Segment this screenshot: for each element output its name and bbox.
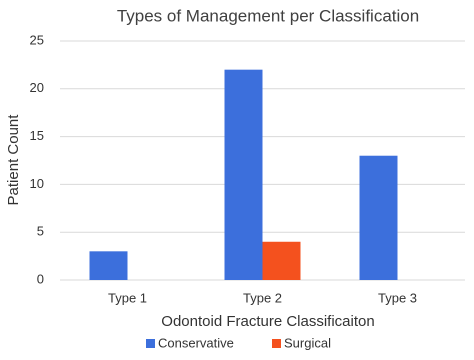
bar: [224, 69, 263, 281]
y-tick-label: 25: [30, 32, 44, 47]
y-tick-label: 10: [30, 176, 44, 191]
legend-label: Conservative: [158, 335, 234, 350]
y-tick-label: 5: [37, 224, 44, 239]
y-tick-label: 15: [30, 128, 44, 143]
bar: [359, 155, 398, 280]
x-tick-label: Type 1: [108, 290, 147, 305]
y-tick-label: 20: [30, 80, 44, 95]
legend-swatch: [272, 339, 281, 348]
chart-title: Types of Management per Classification: [117, 6, 419, 25]
legend-label: Surgical: [284, 335, 331, 350]
x-tick-label: Type 3: [378, 290, 417, 305]
bar: [89, 251, 128, 280]
bar: [262, 241, 301, 280]
y-tick-label: 0: [37, 271, 44, 286]
x-tick-label: Type 2: [243, 290, 282, 305]
x-axis-label: Odontoid Fracture Classificaiton: [161, 313, 374, 330]
legend-swatch: [146, 339, 155, 348]
y-axis-label: Patient Count: [5, 114, 22, 206]
